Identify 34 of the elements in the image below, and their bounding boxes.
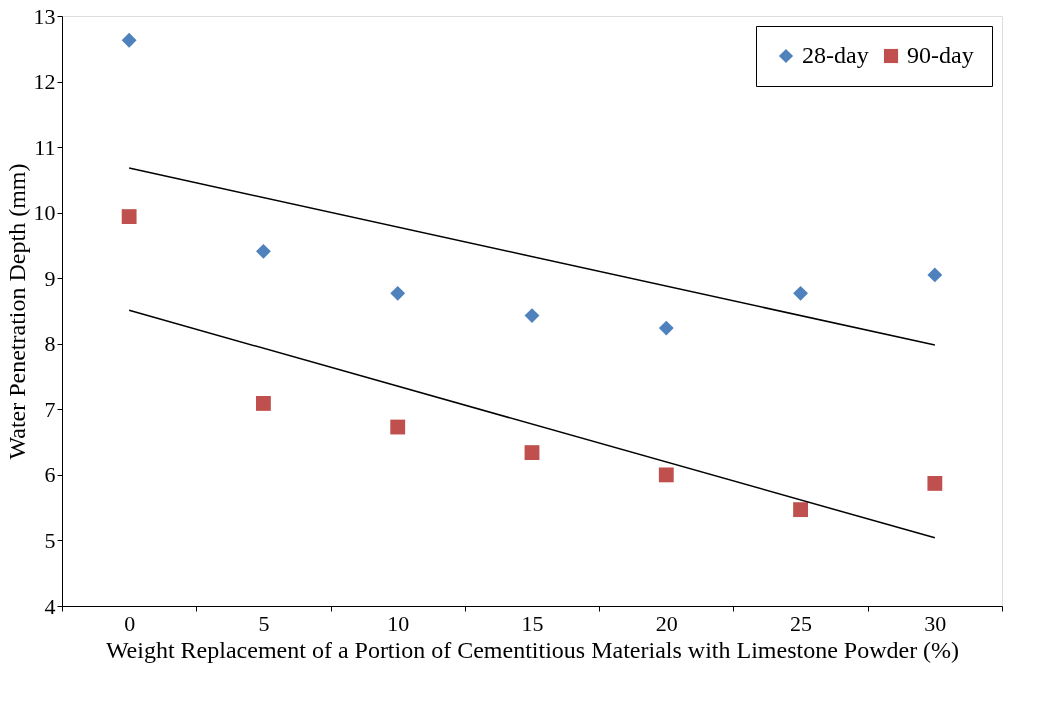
point [390,285,406,301]
point [256,243,271,259]
y-tick-label: 12 [33,69,56,95]
point [390,419,406,435]
x-tick-label: 15 [521,610,544,636]
x-tick-label: 5 [258,610,270,636]
legend-label: 90-day [907,42,974,68]
point [927,476,943,491]
y-tick-label: 13 [33,3,56,29]
x-tick-label: 20 [655,610,678,636]
x-axis-title: Weight Replacement of a Portion of Cementitious Materials with Limestone Powder (%) [105,636,960,663]
y-tick-label: 5 [44,527,56,553]
point [121,209,137,225]
x-tick-label: 30 [924,610,947,636]
legend-label: 28-day [802,42,869,68]
point [524,445,540,461]
y-axis-title: Water Penetration Depth (mm) [3,163,30,460]
point [793,502,808,518]
point [793,285,808,301]
y-tick-label: 10 [33,200,56,226]
x-tick-label: 25 [790,610,813,636]
y-tick-label: 8 [44,331,56,357]
y-tick-label: 11 [34,134,56,160]
x-tick-label: 10 [387,610,410,636]
y-tick-label: 6 [44,462,56,488]
point [121,32,137,48]
point [927,267,943,283]
y-tick-label: 4 [44,593,56,619]
y-tick-label: 9 [44,265,56,291]
x-tick-label: 0 [124,610,136,636]
point [256,396,271,411]
y-tick-label: 7 [44,396,56,422]
point [658,467,674,483]
point [658,320,674,336]
